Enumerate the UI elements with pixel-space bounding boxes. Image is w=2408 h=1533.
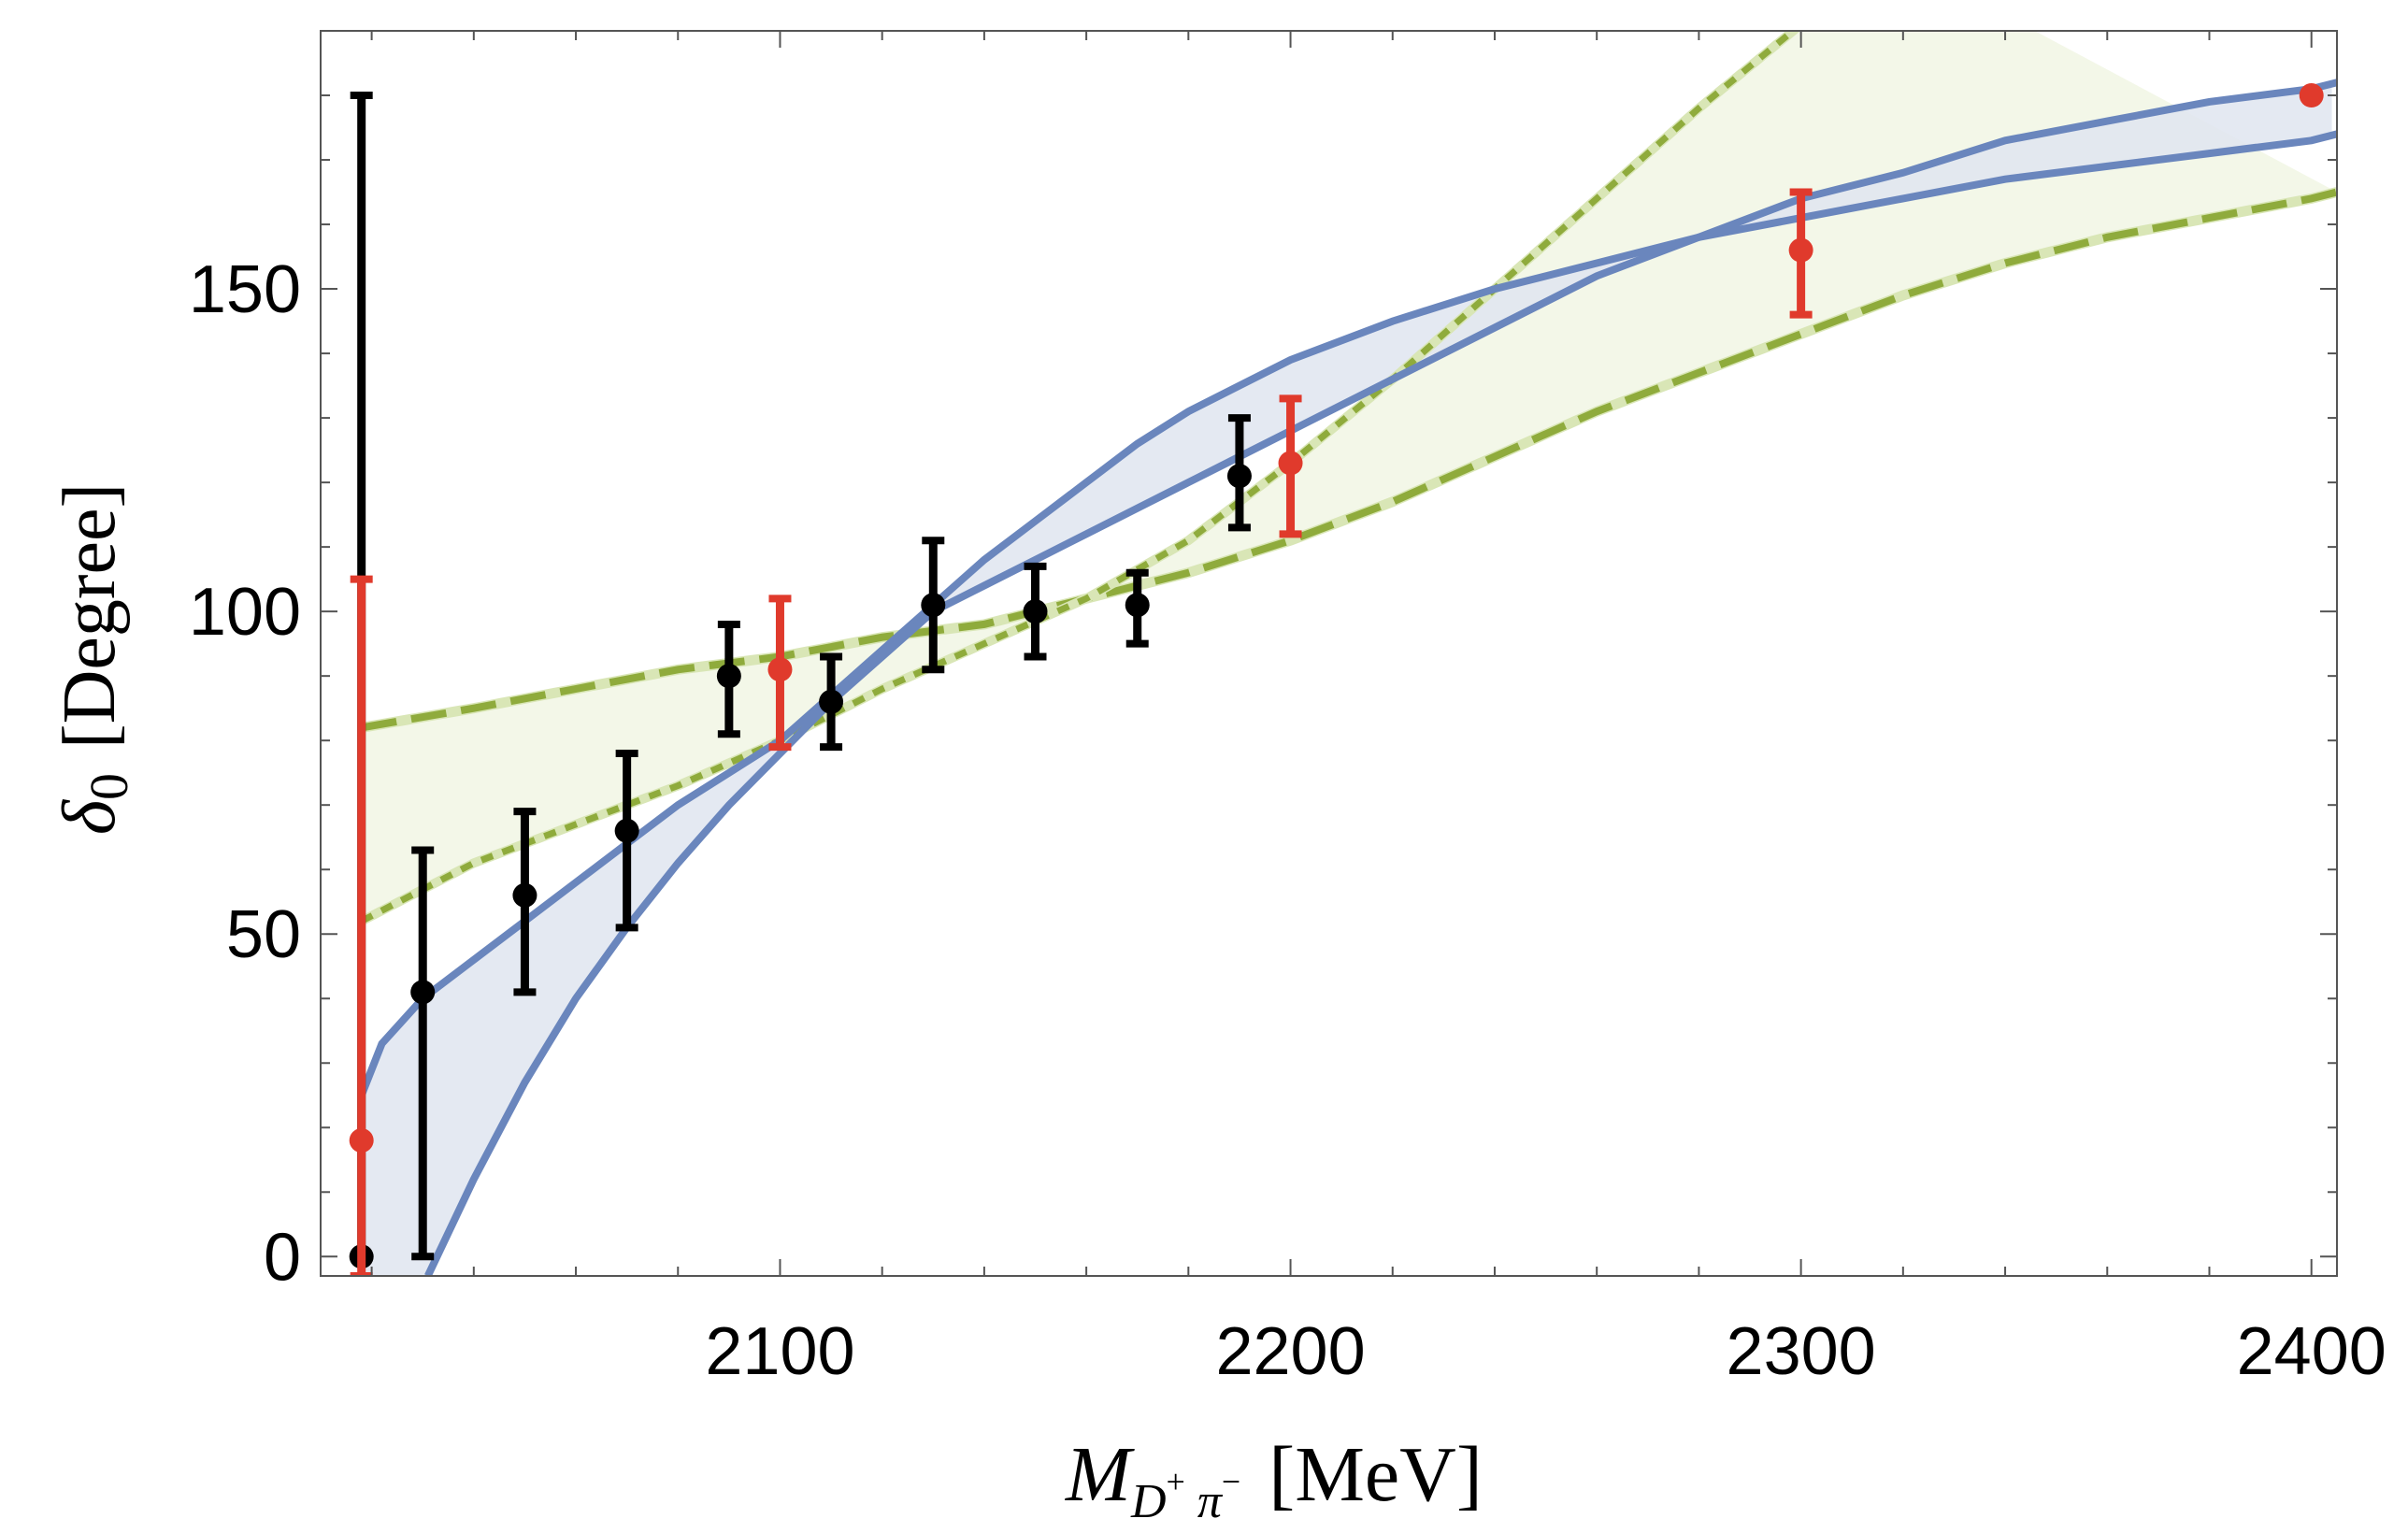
- x-axis-subscript: D: [1130, 1475, 1167, 1528]
- black-point-4: [716, 620, 741, 738]
- green-dashed-curve: [361, 188, 2337, 732]
- black-marker: [1125, 593, 1150, 618]
- points-layer: [349, 83, 2324, 1276]
- x-axis-symbol: M: [1065, 1431, 1135, 1518]
- black-marker: [921, 593, 946, 618]
- y-tick-label: 100: [189, 575, 301, 650]
- x-tick-label: 2400: [2237, 1314, 2386, 1389]
- black-point-5: [819, 652, 844, 752]
- x-axis-subscript-pi: π: [1185, 1475, 1224, 1528]
- black-marker: [1226, 464, 1252, 489]
- black-marker: [614, 818, 639, 843]
- black-point-2: [512, 808, 538, 996]
- curves-layer: [357, 31, 2337, 1276]
- x-axis-unit: [MeV]: [1268, 1431, 1483, 1518]
- y-axis-symbol: δ: [49, 798, 131, 835]
- red-point-0: [349, 575, 374, 1276]
- black-marker: [512, 882, 538, 908]
- red-marker: [2299, 83, 2324, 108]
- red-marker: [349, 1128, 374, 1153]
- black-marker: [410, 980, 436, 1005]
- x-tick-label: 2100: [705, 1314, 854, 1389]
- black-marker: [1023, 599, 1048, 624]
- black-point-3: [614, 749, 639, 932]
- red-point-2: [1278, 394, 1303, 538]
- y-axis-unit: [Degree]: [49, 483, 131, 749]
- ticks-layer: [321, 31, 2337, 1276]
- tick-labels-layer: 2100 2200 2300 2400 0 50 100 150: [189, 252, 2386, 1389]
- green-dotted-curve: [360, 31, 1799, 924]
- red-marker: [1278, 451, 1303, 476]
- black-point-7: [1023, 562, 1048, 661]
- x-tick-label: 2300: [1727, 1314, 1876, 1389]
- y-tick-label: 50: [226, 897, 301, 972]
- x-axis-subscript-sup1: +: [1167, 1463, 1185, 1500]
- x-axis-title: MD+ π− [MeV]: [1065, 1431, 1483, 1528]
- red-point-1: [767, 595, 793, 752]
- black-marker: [819, 689, 844, 714]
- red-marker: [1788, 237, 1813, 263]
- x-tick-label: 2200: [1215, 1314, 1365, 1389]
- x-axis-subscript-sup2: −: [1222, 1463, 1240, 1500]
- blue-lower-curve: [424, 79, 2337, 1276]
- black-point-1: [410, 846, 436, 1261]
- plot-frame: [320, 30, 2338, 1277]
- black-point-6: [921, 537, 946, 674]
- y-axis-title: δ0 [Degree]: [49, 483, 139, 835]
- y-tick-label: 0: [264, 1220, 301, 1295]
- y-axis-subscript: 0: [79, 773, 139, 800]
- y-tick-label: 150: [189, 252, 301, 327]
- black-marker: [716, 664, 741, 689]
- black-point-9: [1226, 414, 1252, 532]
- red-marker: [767, 657, 793, 682]
- blue-upper-curve: [357, 130, 2337, 1097]
- red-point-4: [2299, 83, 2324, 108]
- black-point-8: [1125, 568, 1150, 648]
- red-point-3: [1788, 188, 1813, 319]
